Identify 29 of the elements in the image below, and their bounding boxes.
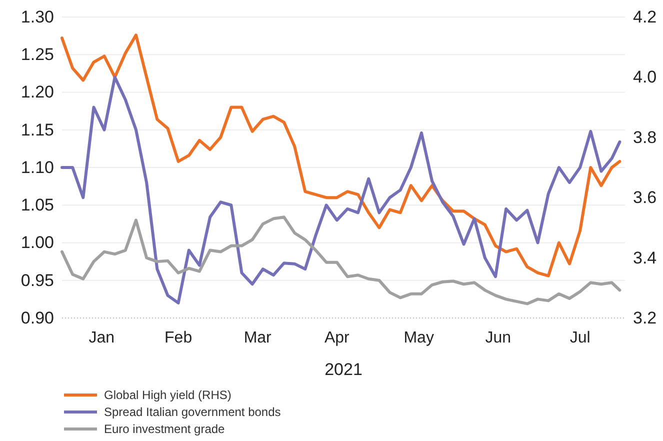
x-tick-label: Feb — [164, 329, 192, 346]
y2-tick-label: 3.2 — [633, 308, 657, 328]
line-series — [60, 34, 622, 278]
y-tick-label: 1.00 — [20, 233, 54, 252]
legend-label: Euro investment grade — [104, 422, 226, 436]
y-tick-label: 1.25 — [20, 45, 54, 64]
x-axis-title: 2021 — [324, 360, 362, 379]
y-tick-label: 1.30 — [20, 7, 54, 26]
legend-label: Global High yield (RHS) — [104, 388, 232, 402]
x-tick-label: Jul — [570, 329, 590, 346]
x-tick-label: Jan — [88, 329, 115, 346]
y-tick-label: 0.90 — [20, 308, 54, 328]
line-series — [60, 216, 622, 306]
line-series — [60, 76, 622, 304]
y2-tick-label: 4.2 — [633, 7, 657, 26]
y-tick-label: 1.10 — [20, 158, 54, 177]
y-tick-label: 0.95 — [20, 270, 54, 290]
y-tick-label: 1.20 — [20, 82, 54, 102]
y-tick-label: 1.05 — [20, 196, 54, 215]
x-tick-label: Mar — [244, 329, 272, 346]
x-tick-label: May — [404, 329, 434, 346]
y2-tick-label: 3.6 — [633, 188, 657, 208]
legend-label: Spread Italian government bonds — [104, 405, 281, 419]
y2-tick-label: 4.0 — [633, 68, 657, 87]
x-tick-label: Apr — [324, 329, 350, 346]
y-tick-label: 1.15 — [20, 120, 54, 140]
x-tick-label: Jun — [485, 329, 512, 346]
y2-tick-label: 3.8 — [633, 128, 657, 147]
y2-tick-label: 3.4 — [633, 248, 657, 268]
